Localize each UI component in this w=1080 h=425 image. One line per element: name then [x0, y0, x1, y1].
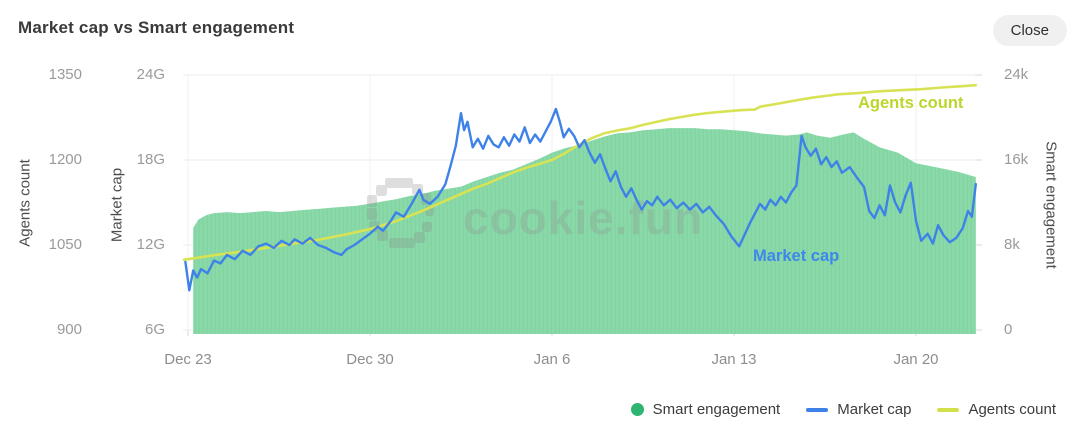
agents-count-axis-title: Agents count — [16, 159, 34, 247]
x-axis-tick: Jan 20 — [893, 351, 939, 368]
smart-engagement-area — [193, 128, 976, 334]
close-button[interactable]: Close — [992, 15, 1067, 46]
agents-count-line — [182, 83, 978, 262]
legend-item-agents-count[interactable]: Agents count — [937, 401, 1056, 418]
market-cap-tick: 12G — [136, 236, 165, 253]
market-cap-tick: 6G — [144, 321, 165, 338]
agents-count-tick: 1200 — [48, 151, 82, 168]
market-cap-dash-icon — [806, 407, 829, 412]
smart-engagement-dot-icon — [630, 403, 644, 416]
legend-label: Market cap — [837, 401, 912, 418]
agents-count-series-label: Agents count — [858, 94, 964, 112]
smart-engagement-tick: 16k — [1004, 151, 1029, 168]
market-cap-line — [184, 107, 977, 292]
agents-count-tick: 1050 — [48, 236, 82, 253]
smart-engagement-tick: 8k — [1004, 236, 1020, 253]
page-title: Market cap vs Smart engagement — [18, 18, 295, 37]
x-axis-tick: Dec 23 — [164, 351, 212, 368]
series-layer — [193, 128, 976, 334]
line-layer — [182, 83, 978, 292]
agents-count-tick: 900 — [56, 321, 82, 338]
legend-label: Agents count — [968, 401, 1056, 418]
market-cap-series-label: Market cap — [753, 247, 839, 265]
market-cap-tick: 24G — [136, 66, 165, 83]
agents-count-tick: 1350 — [48, 66, 82, 83]
agents-count-dash-icon — [937, 407, 960, 412]
legend: Smart engagement Market cap Agents count — [630, 401, 1056, 418]
legend-item-smart-engagement[interactable]: Smart engagement — [630, 401, 781, 418]
smart-engagement-tick: 0 — [1004, 321, 1013, 338]
x-axis-tick: Jan 6 — [533, 351, 571, 368]
legend-label: Smart engagement — [652, 401, 781, 418]
market-cap-tick: 18G — [136, 151, 165, 168]
x-axis-tick: Dec 30 — [346, 351, 394, 368]
smart-engagement-tick: 24k — [1004, 66, 1029, 83]
watermark: cookie.fun — [367, 178, 703, 248]
legend-item-market-cap[interactable]: Market cap — [806, 401, 911, 418]
watermark-text: cookie.fun — [463, 192, 703, 244]
x-axis-tick: Jan 13 — [711, 351, 757, 368]
market-cap-axis-title: Market cap — [108, 167, 126, 243]
